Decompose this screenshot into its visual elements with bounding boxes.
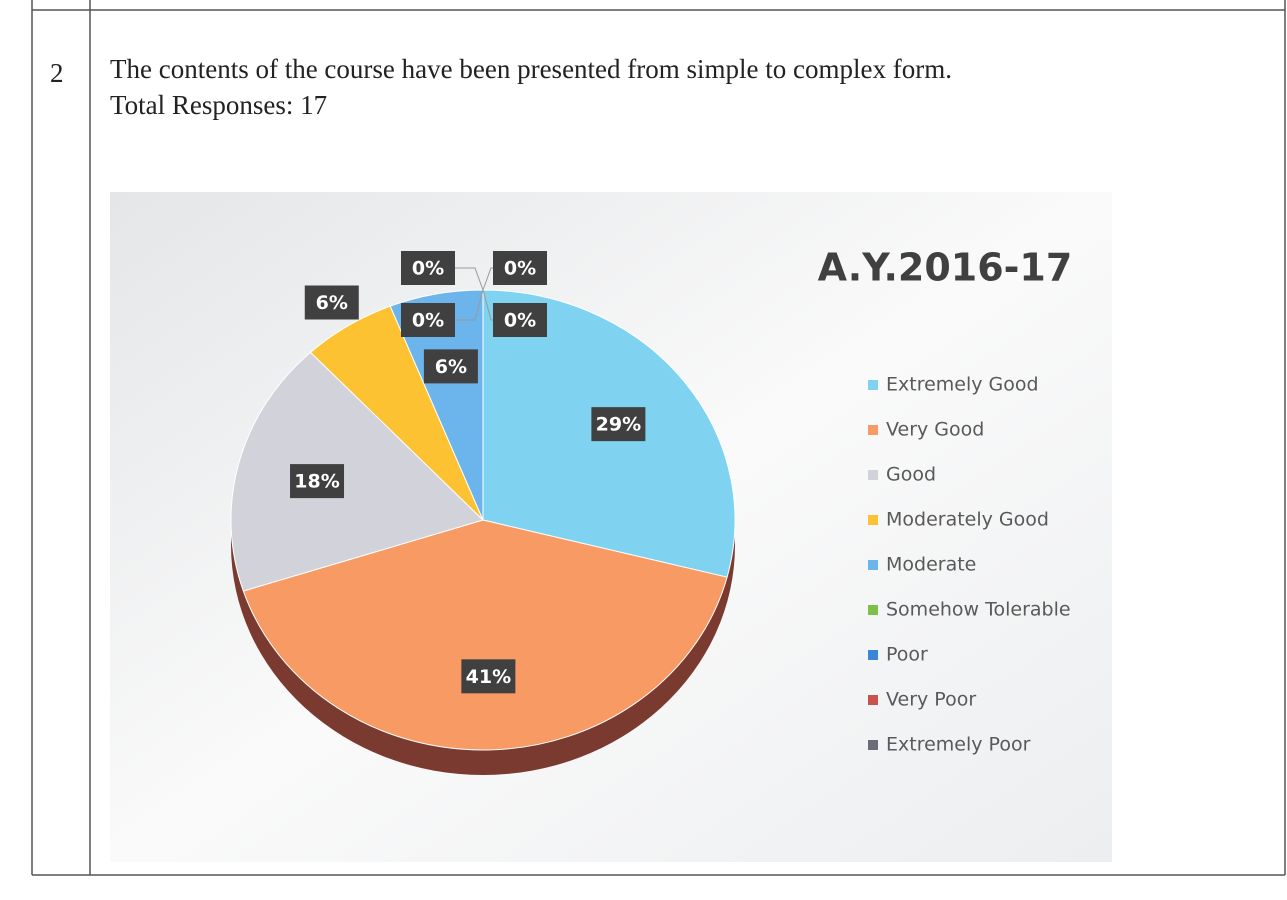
pie-slice [242, 519, 728, 751]
data-label: 0% [412, 310, 444, 332]
label-box [423, 349, 478, 384]
pie-slice [230, 351, 484, 592]
legend-label: Good [886, 464, 936, 486]
total-responses: Total Responses: 17 [110, 90, 327, 120]
data-label: 41% [466, 666, 511, 688]
label-box [290, 464, 345, 499]
data-label: 6% [316, 292, 348, 314]
row-number: 2 [50, 58, 64, 88]
legend-swatch [868, 380, 878, 390]
legend-label: Moderate [886, 554, 976, 576]
legend-label: Extremely Good [886, 374, 1039, 396]
label-box [591, 407, 646, 442]
legend-label: Moderately Good [886, 509, 1049, 531]
legend-swatch [868, 650, 878, 660]
label-box [401, 251, 455, 285]
label-box [401, 303, 455, 337]
legend-label: Very Good [886, 419, 984, 441]
legend-label: Somehow Tolerable [886, 599, 1071, 621]
data-label: 6% [435, 356, 467, 378]
leader-line [450, 289, 484, 321]
label-box [461, 659, 516, 694]
legend-swatch [868, 605, 878, 615]
data-label: 0% [412, 258, 444, 280]
data-label: 29% [596, 414, 641, 436]
legend-label: Very Poor [886, 689, 976, 711]
legend-swatch [868, 740, 878, 750]
label-box [493, 303, 547, 337]
data-label: 0% [504, 310, 536, 332]
label-box [493, 251, 547, 285]
data-label: 0% [504, 258, 536, 280]
data-label: 18% [294, 471, 339, 493]
chart-title: A.Y.2016-17 [818, 246, 1073, 290]
table-border [31, 0, 1286, 876]
question: The contents of the course have been pre… [110, 54, 952, 84]
legend-label: Extremely Poor [886, 734, 1031, 756]
legend-swatch [868, 560, 878, 570]
label-box [304, 285, 359, 320]
legend-swatch [868, 515, 878, 525]
legend-label: Poor [886, 644, 928, 666]
legend-swatch [868, 695, 878, 705]
legend-swatch [868, 425, 878, 435]
leader-line [450, 267, 484, 291]
legend-swatch [868, 470, 878, 480]
